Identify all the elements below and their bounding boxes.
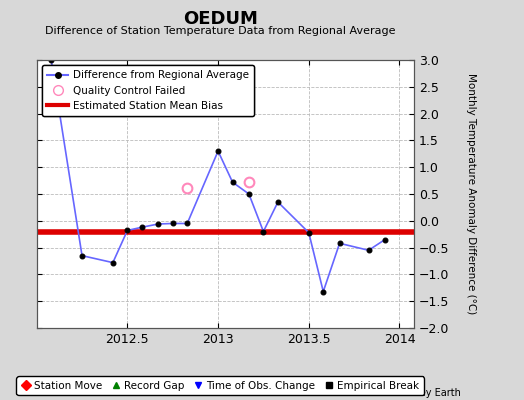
Text: Berkeley Earth: Berkeley Earth [389,388,461,398]
Text: Difference of Station Temperature Data from Regional Average: Difference of Station Temperature Data f… [45,26,395,36]
Text: OEDUM: OEDUM [183,10,257,28]
Legend: Difference from Regional Average, Quality Control Failed, Estimated Station Mean: Difference from Regional Average, Qualit… [42,65,254,116]
Legend: Station Move, Record Gap, Time of Obs. Change, Empirical Break: Station Move, Record Gap, Time of Obs. C… [16,376,424,395]
Y-axis label: Monthly Temperature Anomaly Difference (°C): Monthly Temperature Anomaly Difference (… [466,73,476,315]
